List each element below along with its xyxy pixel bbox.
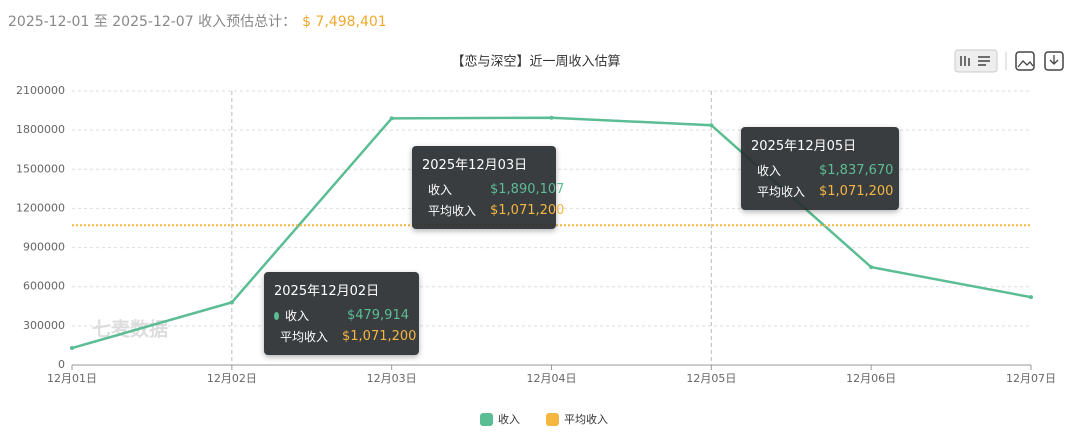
tooltip-row: 平均收入 $1,071,200 (422, 200, 564, 221)
y-tick-label: 0 (58, 358, 65, 371)
tooltip-value: $1,071,200 (490, 203, 565, 218)
legend-swatch (546, 413, 559, 426)
tooltip-value: $1,071,200 (819, 184, 894, 199)
tooltip-value: $1,890,107 (490, 182, 565, 197)
chart-title: 【恋与深空】近一周收入估算 (451, 54, 620, 70)
y-tick-label: 300000 (23, 319, 65, 332)
tooltip-title: 2025年12月05日 (751, 139, 857, 154)
x-tick-label: 12月05日 (686, 372, 736, 385)
header: 2025-12-01 至 2025-12-07 收入预估总计： $ 7,498,4… (8, 11, 387, 31)
x-tick-label: 12月01日 (47, 372, 97, 385)
point (70, 346, 74, 351)
y-tick-label: 900000 (23, 241, 65, 254)
tooltip-name: 平均收入 (280, 330, 329, 344)
header-range: 2025-12-01 至 2025-12-07 收入预估总计： (8, 14, 297, 30)
y-tick-label: 1800000 (16, 123, 65, 136)
tooltip-value: $1,837,670 (819, 163, 894, 178)
tooltip-name: 平均收入 (428, 204, 477, 218)
save-image[interactable] (1015, 51, 1035, 71)
x-tick-label: 12月03日 (367, 372, 417, 385)
tooltip-dot (274, 311, 279, 320)
tooltip-name: 收入 (284, 309, 309, 323)
x-tick-label: 12月07日 (1006, 372, 1056, 385)
tooltip: 2025年12月05日收入 $1,837,670 平均收入 $1,071,200 (741, 127, 899, 210)
tooltip-value: $479,914 (346, 308, 409, 323)
x-tick-label: 12月06日 (846, 372, 896, 385)
tooltip-row: 平均收入 $1,071,200 (751, 181, 893, 202)
y-tick-label: 2100000 (16, 84, 65, 97)
point (709, 123, 714, 128)
tooltip: 2025年12月02日收入 $479,914 平均收入 $1,071,200 (264, 272, 419, 355)
legend-label: 收入 (498, 412, 520, 426)
point (869, 265, 874, 270)
point (229, 300, 234, 305)
header-total: $ 7,498,401 (302, 14, 387, 30)
tooltip-title: 2025年12月03日 (422, 158, 528, 173)
y-tick-label: 1200000 (16, 201, 65, 214)
tooltip-row: 收入 $1,837,670 (751, 160, 893, 181)
tooltip-name: 收入 (428, 183, 453, 197)
point (1029, 295, 1033, 300)
tooltip-row: 收入 $1,890,107 (422, 179, 564, 200)
x-tick-label: 12月04日 (527, 372, 577, 385)
legend-label: 平均收入 (564, 412, 608, 426)
point (549, 115, 554, 120)
x-tick-label: 12月02日 (207, 372, 257, 385)
legend-swatch (480, 413, 493, 426)
tooltip-name: 平均收入 (757, 185, 806, 199)
toolbar[interactable] (954, 49, 1064, 73)
tooltip-title: 2025年12月02日 (274, 284, 380, 299)
tooltip: 2025年12月03日收入 $1,890,107 平均收入 $1,071,200 (412, 146, 564, 229)
point (389, 116, 394, 121)
tooltip-row: 收入 $479,914 (274, 305, 409, 326)
toggle[interactable] (954, 49, 998, 73)
tooltip-value: $1,071,200 (342, 329, 417, 344)
watermark: 七麦数据 (92, 318, 168, 341)
tooltip-name: 收入 (757, 164, 782, 178)
y-tick-label: 600000 (23, 280, 65, 293)
y-tick-label: 1500000 (16, 162, 65, 175)
tooltip-row: 平均收入 $1,071,200 (274, 326, 416, 347)
download[interactable] (1044, 51, 1064, 71)
